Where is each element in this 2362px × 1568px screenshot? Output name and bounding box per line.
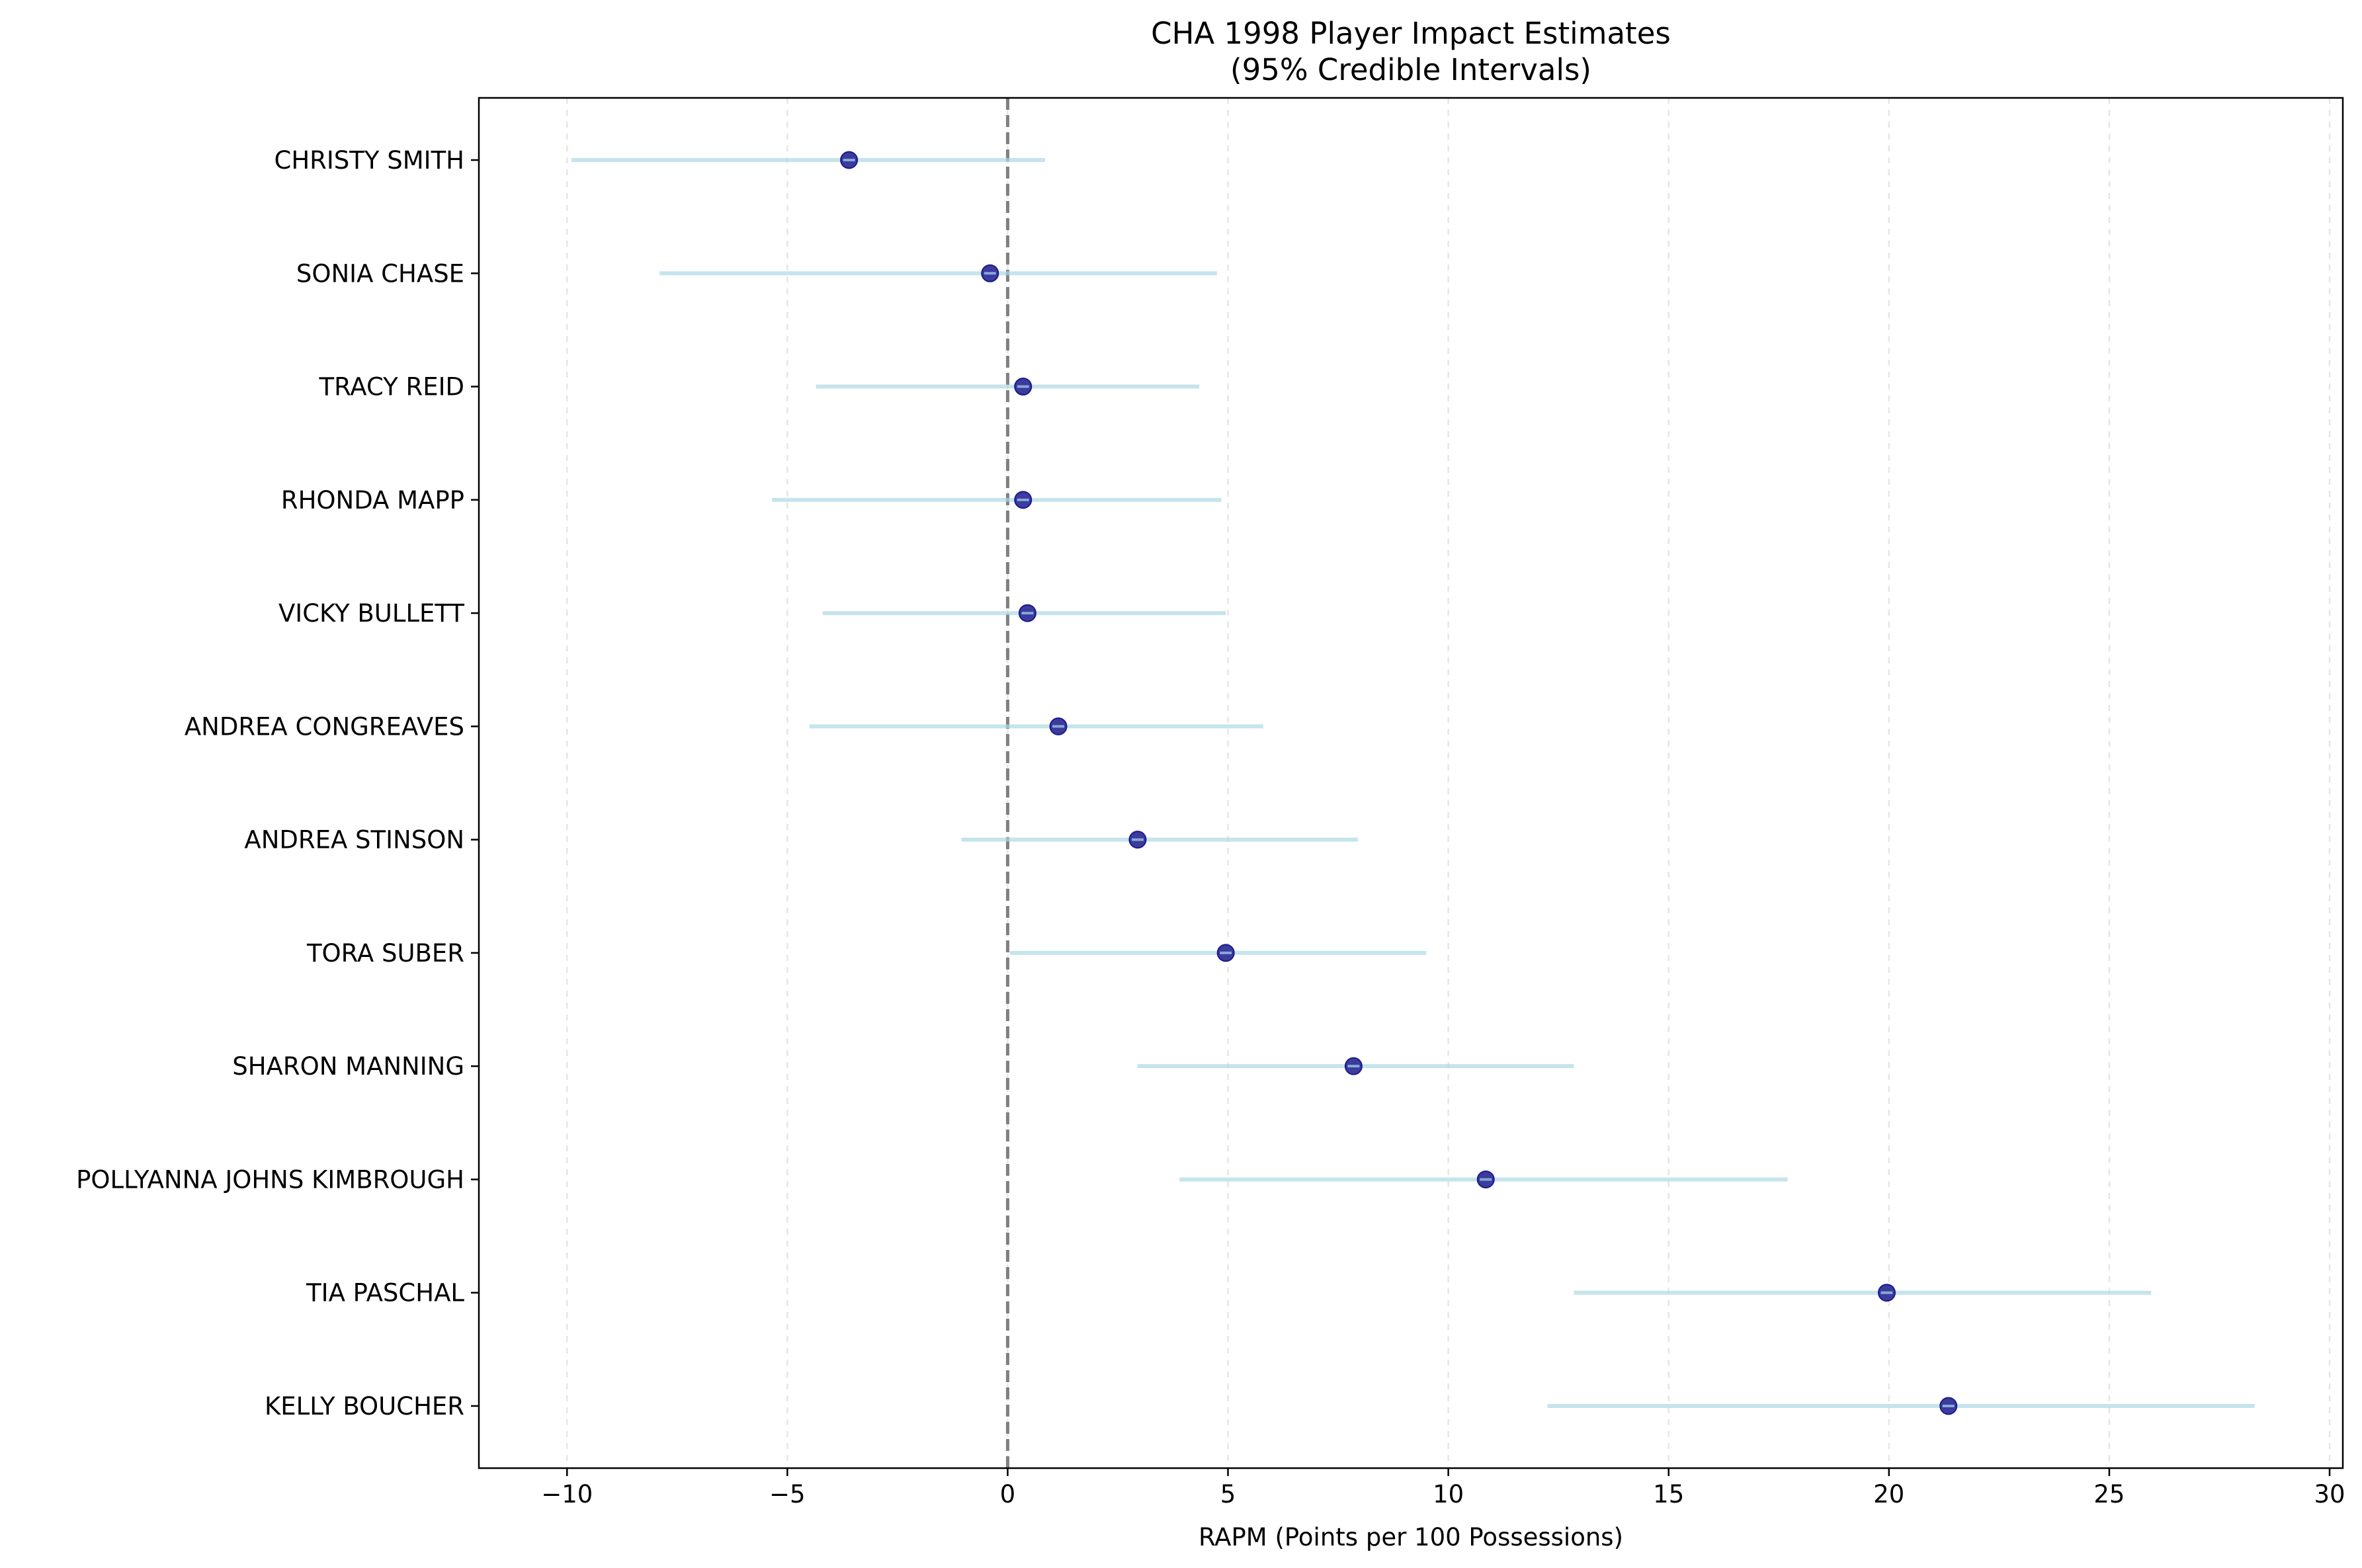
y-tick-label: ANDREA CONGREAVES [185, 712, 464, 741]
y-tick-label: KELLY BOUCHER [265, 1392, 464, 1421]
x-tick-label: 30 [2314, 1480, 2345, 1508]
y-tick-label: SHARON MANNING [232, 1052, 464, 1081]
y-axis-ticks: CHRISTY SMITH SONIA CHASE TRACY REID RHONDA… [76, 146, 479, 1421]
x-tick-label: 0 [1000, 1480, 1016, 1508]
x-tick-label: 15 [1653, 1480, 1684, 1508]
y-tick-label: VICKY BULLETT [278, 599, 464, 628]
x-tick-label: 5 [1220, 1480, 1236, 1508]
chart-subtitle: (95% Credible Intervals) [1230, 52, 1591, 87]
y-tick-label: TIA PASCHAL [306, 1279, 464, 1307]
plot-frame [478, 97, 2344, 1469]
x-tick-label: 10 [1433, 1480, 1464, 1508]
y-tick-label: POLLYANNA JOHNS KIMBROUGH [76, 1165, 464, 1194]
x-tick-label: −10 [541, 1480, 593, 1508]
x-tick-label: 25 [2093, 1480, 2125, 1508]
y-tick-label: CHRISTY SMITH [274, 146, 464, 175]
y-tick-label: RHONDA MAPP [281, 486, 464, 515]
y-tick-label: SONIA CHASE [296, 259, 464, 288]
x-axis-label: RAPM (Points per 100 Possessions) [1199, 1523, 1623, 1551]
y-tick-label: ANDREA STINSON [244, 826, 464, 854]
y-tick-label: TRACY REID [318, 373, 464, 401]
x-tick-label: −5 [769, 1480, 806, 1508]
x-axis-ticks: −10 −5 0 5 10 15 20 25 30 [541, 1468, 2345, 1508]
x-tick-label: 20 [1873, 1480, 1904, 1508]
chart-title: CHA 1998 Player Impact Estimates [1151, 16, 1671, 51]
estimate-points [840, 151, 1958, 1415]
y-tick-label: TORA SUBER [306, 939, 464, 968]
